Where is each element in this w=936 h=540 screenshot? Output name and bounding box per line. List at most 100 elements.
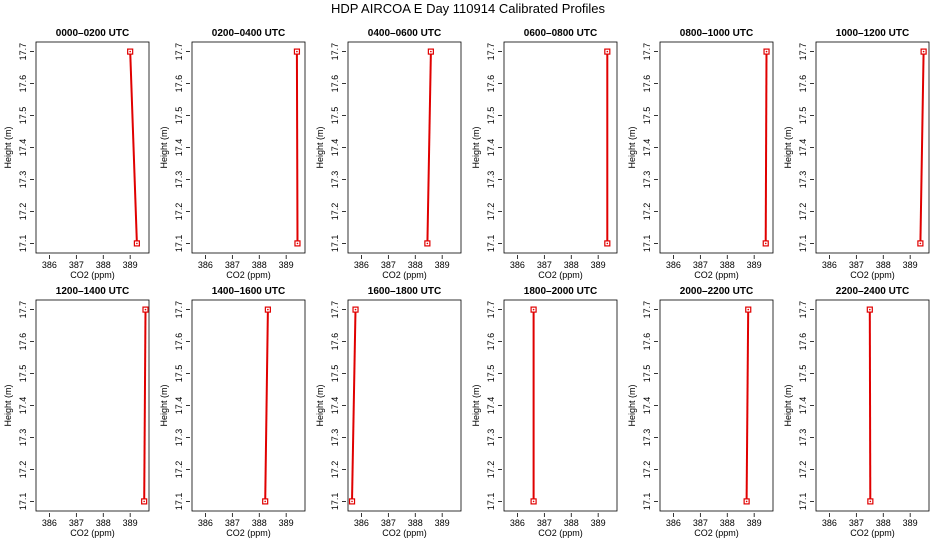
panel-title: 0400–0600 UTC [368,28,441,39]
data-point-dot [144,308,147,311]
x-axis-label: CO2 (ppm) [850,528,895,538]
x-tick-label: 389 [591,260,606,270]
x-tick-label: 389 [123,260,138,270]
plot-frame [191,299,306,512]
x-tick-label: 388 [720,260,735,270]
y-tick-label: 17.2 [642,203,652,221]
y-tick-label: 17.3 [486,171,496,189]
y-tick-label: 17.3 [18,171,28,189]
y-tick-label: 17.4 [174,397,184,415]
profile-panel: 1400–1600 UTC 386 387 388 389 17.1 17.2 17.3 17.… [159,286,306,538]
data-point-dot [296,242,299,245]
x-tick-label: 386 [510,260,525,270]
data-point-dot [296,50,298,53]
y-tick-label: 17.3 [798,171,808,189]
y-tick-label: 17.1 [642,235,652,253]
x-tick-label: 388 [564,518,579,528]
x-tick-label: 386 [198,518,213,528]
profile-line [143,309,147,502]
profile-line [764,51,768,244]
y-tick-label: 17.5 [798,107,808,125]
x-tick-label: 387 [693,518,708,528]
panel-title: 1800–2000 UTC [524,286,597,297]
panel-title: 0600–0800 UTC [524,28,597,39]
x-axis-label: CO2 (ppm) [226,270,271,280]
y-tick-label: 17.5 [18,365,28,383]
y-tick-label: 17.7 [642,301,652,319]
y-tick-label: 17.1 [174,235,184,253]
y-tick-label: 17.6 [18,333,28,351]
y-axis-label: Height (m) [783,126,793,168]
y-tick-label: 17.4 [798,139,808,157]
y-axis-label: Height (m) [315,126,325,168]
data-point-dot [745,500,748,503]
y-tick-label: 17.6 [330,75,340,93]
y-tick-label: 17.5 [486,107,496,125]
y-tick-label: 17.7 [486,43,496,61]
x-tick-label: 389 [279,518,294,528]
profile-panel: 1800–2000 UTC 386 387 388 389 17.1 17.2 17.3 17.… [471,286,618,538]
x-tick-label: 388 [96,260,111,270]
y-tick-label: 17.1 [174,493,184,511]
y-tick-label: 17.6 [798,333,808,351]
x-tick-label: 389 [591,518,606,528]
data-point-dot [532,500,535,503]
y-axis-label: Height (m) [783,384,793,426]
x-tick-label: 388 [252,260,267,270]
y-tick-label: 17.2 [174,461,184,479]
x-tick-label: 388 [564,260,579,270]
y-tick-label: 17.6 [330,333,340,351]
x-tick-label: 386 [42,518,57,528]
panel-title: 0000–0200 UTC [56,28,129,39]
panel-title: 0200–0400 UTC [212,28,285,39]
x-tick-label: 388 [96,518,111,528]
panel-title: 1600–1800 UTC [368,286,441,297]
x-tick-label: 386 [822,518,837,528]
y-tick-label: 17.6 [18,75,28,93]
y-tick-label: 17.7 [798,301,808,319]
profile-line [295,51,299,244]
y-tick-label: 17.6 [642,75,652,93]
x-tick-label: 388 [876,518,891,528]
data-point-dot [765,50,768,53]
y-axis-label: Height (m) [159,126,169,168]
y-tick-label: 17.5 [18,107,28,125]
plot-frame [503,41,618,254]
y-tick-label: 17.1 [798,235,808,253]
y-tick-label: 17.4 [486,397,496,415]
x-tick-label: 386 [42,260,57,270]
y-tick-label: 17.4 [798,397,808,415]
y-tick-label: 17.7 [330,301,340,319]
profile-panel: 1000–1200 UTC 386 387 388 389 17.1 17.2 17.3 17.… [783,28,930,280]
data-point-dot [264,500,266,503]
x-tick-label: 386 [510,518,525,528]
y-tick-label: 17.6 [486,75,496,93]
x-tick-label: 387 [849,518,864,528]
profile-line [919,51,925,244]
y-tick-label: 17.4 [18,397,28,415]
x-tick-label: 387 [537,260,552,270]
y-tick-label: 17.6 [174,333,184,351]
data-point-dot [354,308,357,311]
x-tick-label: 387 [225,260,240,270]
profile-panel: 0200–0400 UTC 386 387 388 389 17.1 17.2 17.3 17.… [159,28,306,280]
y-tick-label: 17.1 [330,235,340,253]
y-tick-label: 17.1 [486,235,496,253]
profile-panel: 1600–1800 UTC 386 387 388 389 17.1 17.2 17.3 17.… [315,286,462,538]
profile-panel: 2000–2200 UTC 386 387 388 389 17.1 17.2 17.3 17.… [627,286,774,538]
y-tick-label: 17.6 [642,333,652,351]
x-tick-label: 388 [408,518,423,528]
x-tick-label: 389 [747,260,762,270]
y-axis-label: Height (m) [159,384,169,426]
plot-frame [659,41,774,254]
y-tick-label: 17.6 [798,75,808,93]
y-tick-label: 17.1 [642,493,652,511]
profile-panel: 2200–2400 UTC 386 387 388 389 17.1 17.2 17.3 17.… [783,286,930,538]
data-point-dot [351,500,353,503]
x-axis-label: CO2 (ppm) [694,528,739,538]
profile-panel: 1200–1400 UTC 386 387 388 389 17.1 17.2 17.3 17.… [3,286,150,538]
y-tick-label: 17.1 [330,493,340,511]
x-axis-label: CO2 (ppm) [70,528,115,538]
x-axis-label: CO2 (ppm) [538,270,583,280]
